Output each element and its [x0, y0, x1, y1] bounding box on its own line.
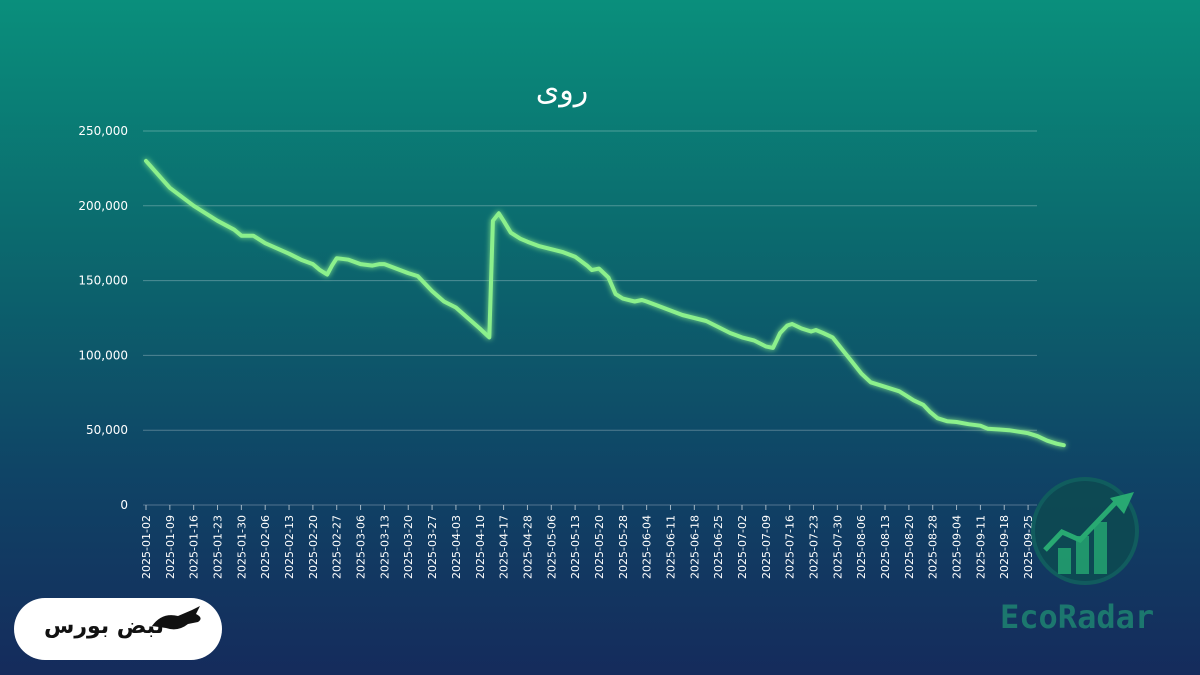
nabz-bourse-logo: نبض بورس — [14, 598, 222, 660]
y-tick-label: 100,000 — [78, 348, 128, 362]
x-tick-label: 2025-05-20 — [593, 515, 606, 579]
x-tick-label: 2025-04-10 — [474, 515, 487, 579]
x-tick-label: 2025-06-25 — [712, 515, 725, 579]
nabz-bourse-logo-text: نبض بورس — [44, 614, 164, 639]
x-tick-label: 2025-01-09 — [164, 515, 177, 579]
x-tick-label: 2025-01-02 — [140, 515, 153, 579]
x-tick-label: 2025-08-13 — [879, 515, 892, 579]
x-tick-label: 2025-08-06 — [855, 515, 868, 579]
x-tick-label: 2025-04-03 — [450, 515, 463, 579]
y-tick-label: 200,000 — [78, 199, 128, 213]
gridlines — [143, 130, 1037, 506]
x-tick-label: 2025-08-20 — [903, 515, 916, 579]
series-line — [144, 158, 1066, 448]
x-tick-label: 2025-03-27 — [426, 515, 439, 579]
y-axis-ticks: 0 50,000 100,000 150,000 200,000 250,000 — [78, 124, 128, 512]
x-axis-ticks: 2025-01-02 2025-01-09 2025-01-16 2025-01-23… — [140, 505, 1035, 579]
x-tick-label: 2025-09-18 — [998, 515, 1011, 579]
y-tick-label: 50,000 — [86, 423, 128, 437]
y-tick-label: 250,000 — [78, 124, 128, 138]
x-tick-label: 2025-05-13 — [569, 515, 582, 579]
x-tick-label: 2025-04-28 — [521, 515, 534, 579]
x-tick-label: 2025-02-13 — [283, 515, 296, 579]
x-tick-label: 2025-07-30 — [831, 515, 844, 579]
x-tick-label: 2025-06-11 — [664, 515, 677, 579]
x-tick-label: 2025-07-16 — [784, 515, 797, 579]
y-tick-label: 150,000 — [78, 274, 128, 288]
x-tick-label: 2025-06-18 — [688, 515, 701, 579]
ecoradar-logo-text: EcoRadar — [1000, 598, 1155, 636]
x-tick-label: 2025-08-28 — [927, 515, 940, 579]
x-tick-label: 2025-07-23 — [808, 515, 821, 579]
x-tick-label: 2025-04-17 — [498, 515, 511, 579]
x-tick-label: 2025-07-02 — [736, 515, 749, 579]
y-tick-label: 0 — [120, 498, 128, 512]
x-tick-label: 2025-01-30 — [235, 515, 248, 579]
x-tick-label: 2025-03-13 — [378, 515, 391, 579]
x-tick-label: 2025-07-09 — [760, 515, 773, 579]
bull-icon — [152, 606, 201, 630]
x-tick-label: 2025-02-27 — [331, 515, 344, 579]
x-tick-label: 2025-06-04 — [641, 515, 654, 579]
x-tick-label: 2025-09-04 — [951, 515, 964, 579]
x-tick-label: 2025-09-11 — [974, 515, 987, 579]
x-tick-label: 2025-01-23 — [212, 515, 225, 579]
x-tick-label: 2025-01-16 — [188, 515, 201, 579]
x-tick-label: 2025-05-28 — [617, 515, 630, 579]
x-tick-label: 2025-05-06 — [545, 515, 558, 579]
chart-title: روی — [536, 73, 588, 108]
x-tick-label: 2025-02-20 — [307, 515, 320, 579]
x-tick-label: 2025-02-06 — [259, 515, 272, 579]
x-tick-label: 2025-03-20 — [402, 515, 415, 579]
x-tick-label: 2025-03-06 — [355, 515, 368, 579]
growth-chart-icon — [1031, 477, 1139, 585]
